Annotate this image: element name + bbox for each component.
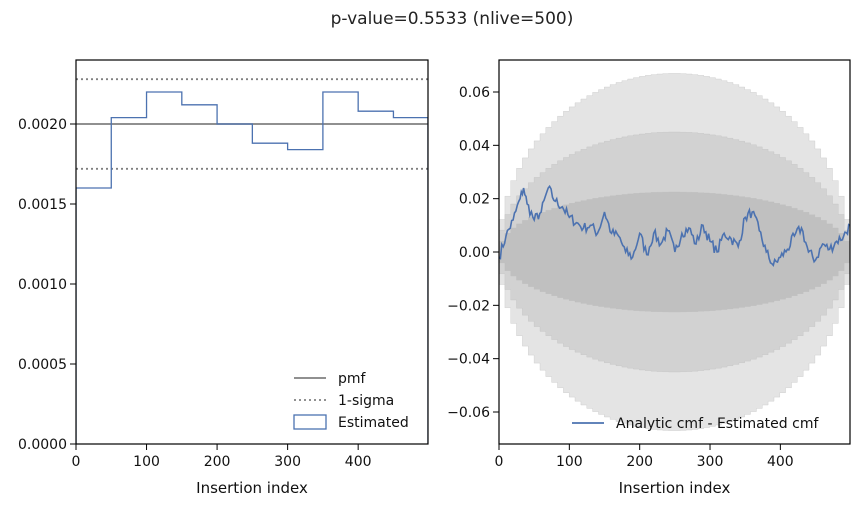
x-tick-label: 200	[626, 454, 653, 470]
left-x-ticks: 0 100 200 300 400	[72, 444, 372, 470]
y-tick-label: 0.04	[459, 138, 490, 154]
x-tick-label: 100	[556, 454, 583, 470]
right-x-axis-label: Insertion index	[619, 479, 731, 497]
cmf-difference-line	[499, 184, 850, 267]
y-tick-label: 0.0005	[18, 357, 67, 373]
y-tick-label: −0.02	[447, 298, 490, 314]
y-tick-label: 0.06	[459, 85, 490, 101]
right-chart: 0 100 200 300 400 −0.06 −0.04 −0.02 0.00 0.02 0.0…	[447, 59, 851, 497]
legend-sigma-label: 1-sigma	[338, 393, 394, 409]
x-tick-label: 300	[697, 454, 724, 470]
legend-pmf-label: pmf	[338, 371, 367, 387]
y-tick-label: −0.06	[447, 405, 490, 421]
y-tick-label: 0.0015	[18, 197, 67, 213]
left-axes-frame	[75, 59, 429, 445]
y-tick-label: 0.0020	[18, 117, 67, 133]
x-tick-label: 0	[72, 454, 81, 470]
legend-estimated-label: Estimated	[338, 415, 409, 431]
legend-estimated-swatch	[293, 414, 327, 430]
left-plot-area	[76, 78, 428, 444]
left-x-axis-label: Insertion index	[196, 479, 308, 497]
right-x-ticks: 0 100 200 300 400	[495, 444, 794, 470]
legend-cmf-label: Analytic cmf - Estimated cmf	[616, 416, 819, 432]
y-tick-label: 0.02	[459, 192, 490, 208]
right-y-ticks: −0.06 −0.04 −0.02 0.00 0.02 0.04 0.06	[447, 85, 499, 421]
left-chart: 0 100 200 300 400 0.00000.00050.00100.00150.…	[18, 59, 429, 497]
y-tick-label: 0.0000	[18, 437, 67, 453]
left-legend: pmf 1-sigma Estimated	[293, 371, 409, 431]
estimated-histogram	[76, 91, 428, 444]
x-tick-label: 400	[767, 454, 794, 470]
figure-title: p-value=0.5533 (nlive=500)	[331, 9, 574, 29]
x-tick-label: 300	[274, 454, 301, 470]
x-tick-label: 200	[204, 454, 231, 470]
right-axes-frame	[498, 59, 851, 445]
y-tick-label: 0.00	[459, 245, 490, 261]
left-y-ticks: 0.0000 0.0005 0.0010 0.0015 0.0020	[18, 117, 76, 453]
x-tick-label: 0	[495, 454, 504, 470]
y-tick-label: 0.0010	[18, 277, 67, 293]
x-tick-label: 400	[345, 454, 372, 470]
x-tick-label: 100	[133, 454, 160, 470]
y-tick-label: −0.04	[447, 352, 490, 368]
right-legend: Analytic cmf - Estimated cmf	[572, 416, 819, 432]
right-plot-area	[499, 73, 850, 431]
